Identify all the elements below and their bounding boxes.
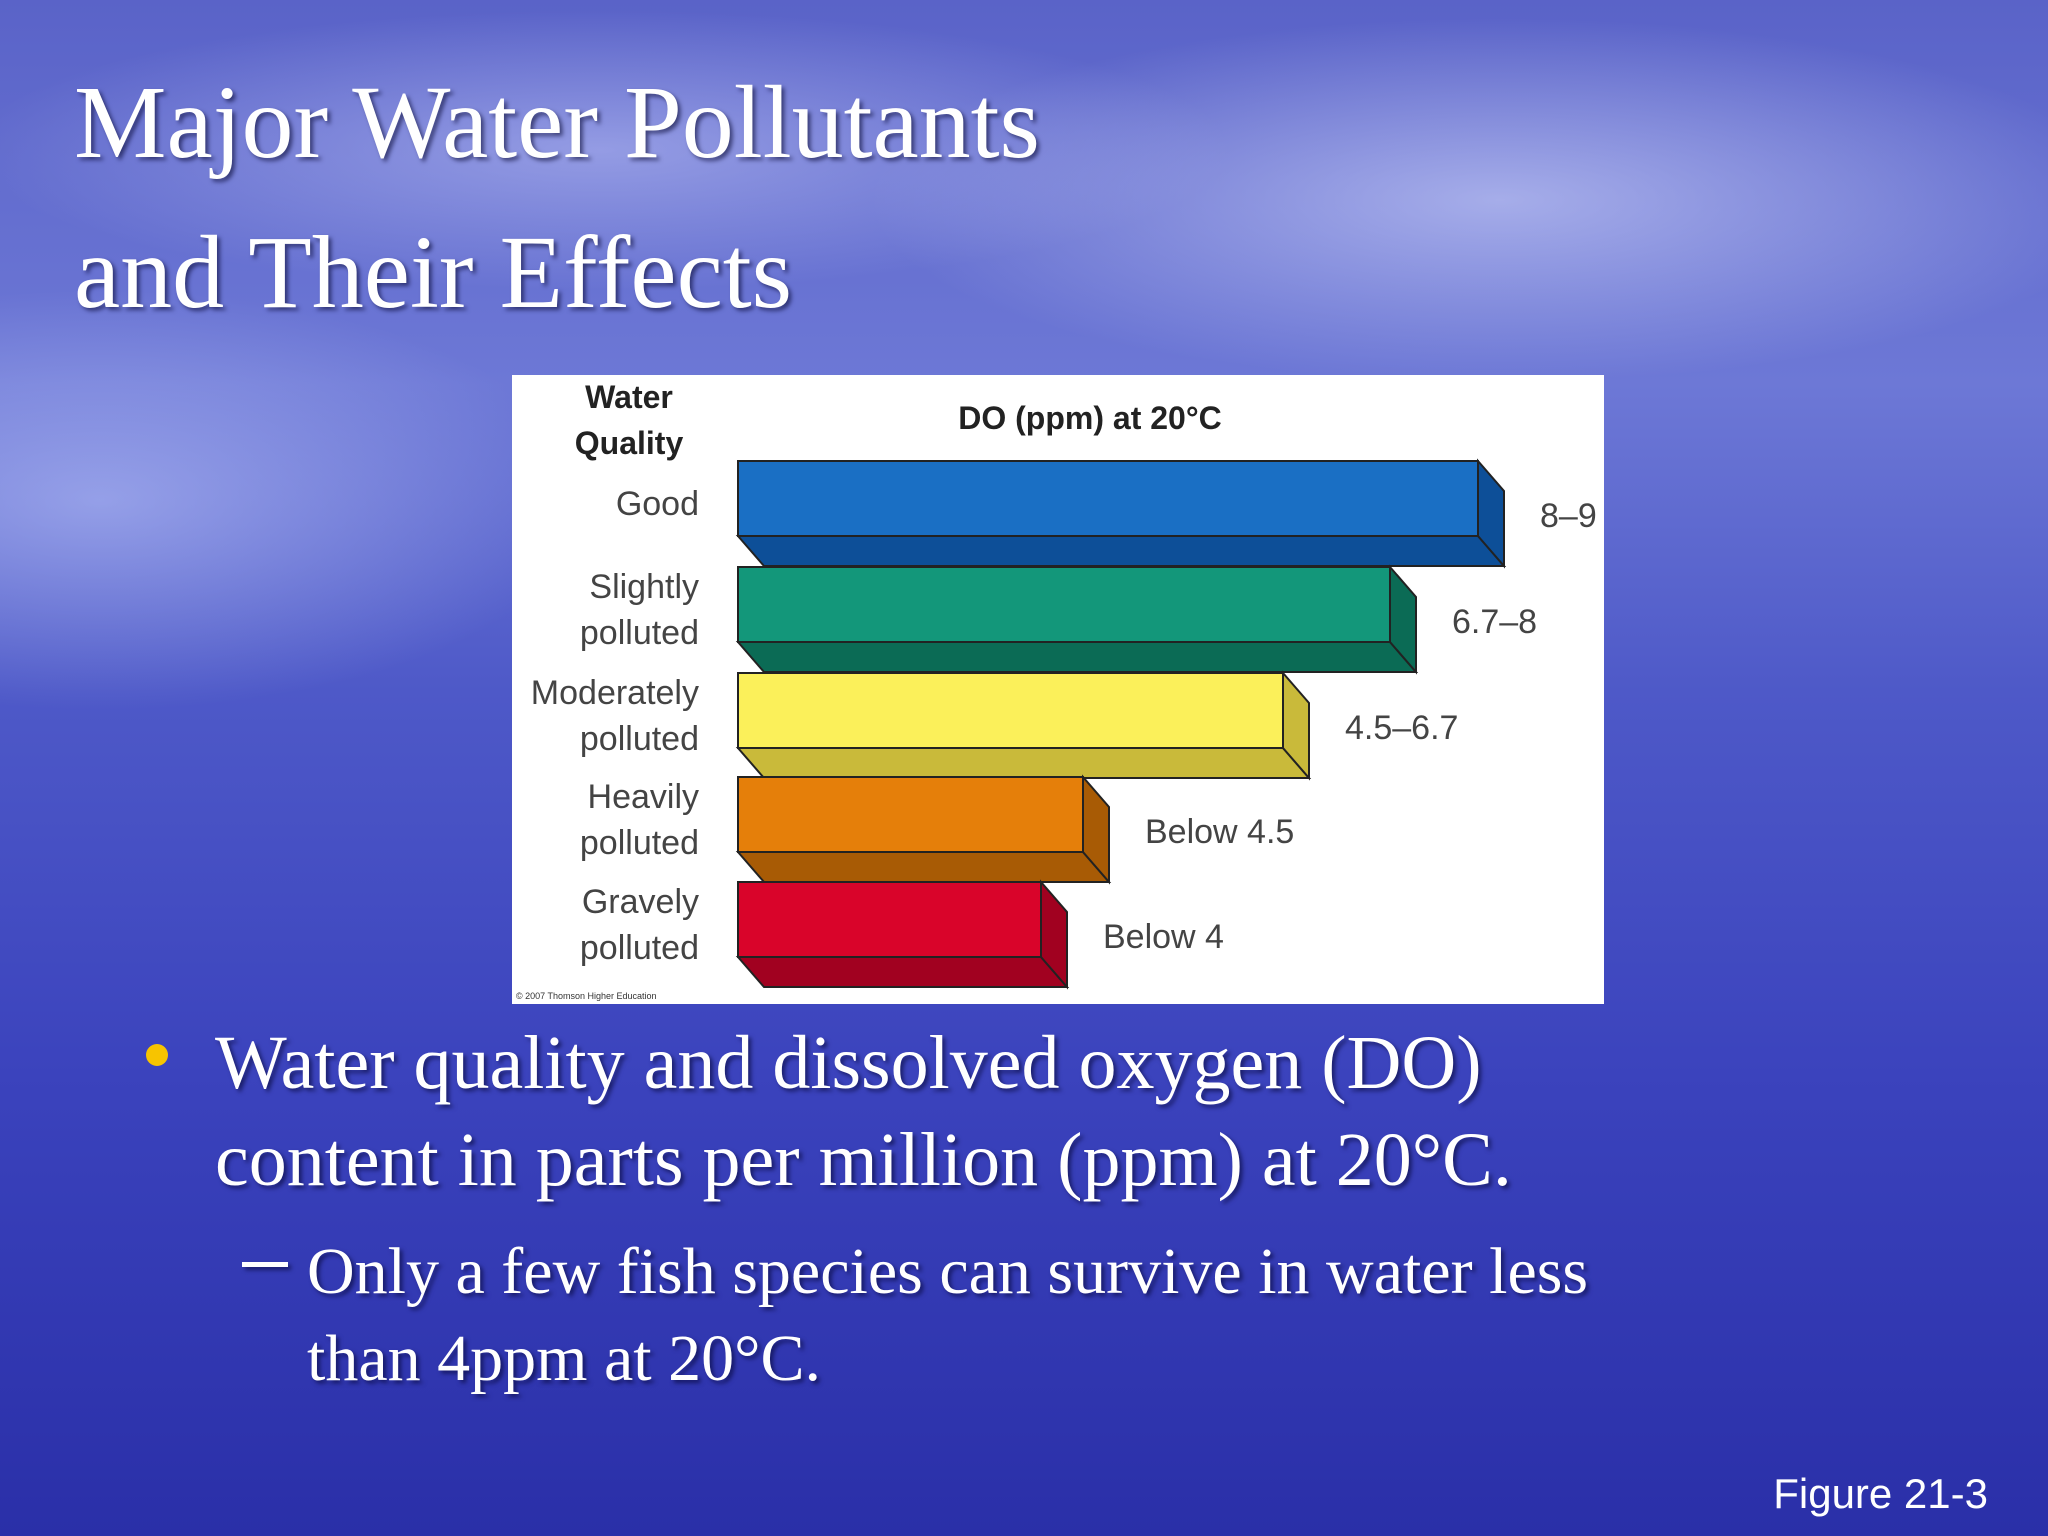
bar-face: [737, 881, 1042, 958]
quality-label: polluted: [580, 824, 699, 862]
bar-bottom: [735, 747, 1312, 779]
header-quality: Quality: [575, 425, 684, 461]
quality-label: polluted: [580, 929, 699, 967]
do-label: 6.7–8: [1452, 603, 1537, 641]
do-label: Below 4.5: [1145, 813, 1294, 851]
sub-bullet-dash: [242, 1262, 288, 1267]
header-do: DO (ppm) at 20°C: [958, 400, 1221, 436]
quality-label: polluted: [580, 614, 699, 652]
sub-bullet-line: than 4ppm at 20°C.: [307, 1322, 821, 1395]
bar-face: [737, 566, 1391, 643]
do-label: 4.5–6.7: [1345, 709, 1458, 747]
title-line: Major Water Pollutants: [74, 65, 1040, 180]
bar-face: [737, 672, 1284, 749]
quality-label: Slightly: [589, 568, 699, 606]
bar-bottom: [735, 851, 1112, 883]
quality-label: Moderately: [531, 674, 699, 712]
bar-bottom: [735, 956, 1070, 988]
bullet-dot: [146, 1044, 168, 1066]
figure: Water Quality DO (ppm) at 20°C © 2007 Th…: [516, 379, 1597, 1001]
do-label: Below 4: [1103, 918, 1224, 956]
bar-bottom: [735, 535, 1507, 567]
bullet-line: Water quality and dissolved oxygen (DO): [215, 1021, 1482, 1105]
title-line: and Their Effects: [74, 215, 792, 330]
quality-label: polluted: [580, 720, 699, 758]
quality-label: Heavily: [588, 778, 699, 816]
quality-label: Good: [616, 485, 699, 523]
bar-face: [737, 460, 1479, 537]
figure-ref: Figure 21-3: [1773, 1470, 1988, 1517]
bar-bottom: [735, 641, 1419, 673]
quality-label: Gravely: [582, 883, 699, 921]
sub-bullet-line: Only a few fish species can survive in w…: [307, 1235, 1588, 1308]
bullets: Water quality and dissolved oxygen (DO) …: [215, 1021, 1588, 1395]
title: Major Water Pollutants and Their Effects: [74, 65, 1040, 330]
do-label: 8–9: [1540, 497, 1597, 535]
credit: © 2007 Thomson Higher Education: [516, 991, 657, 1001]
bullet-line: content in parts per million (ppm) at 20…: [215, 1118, 1512, 1202]
bar-face: [737, 776, 1084, 853]
header-quality: Water: [585, 379, 673, 415]
